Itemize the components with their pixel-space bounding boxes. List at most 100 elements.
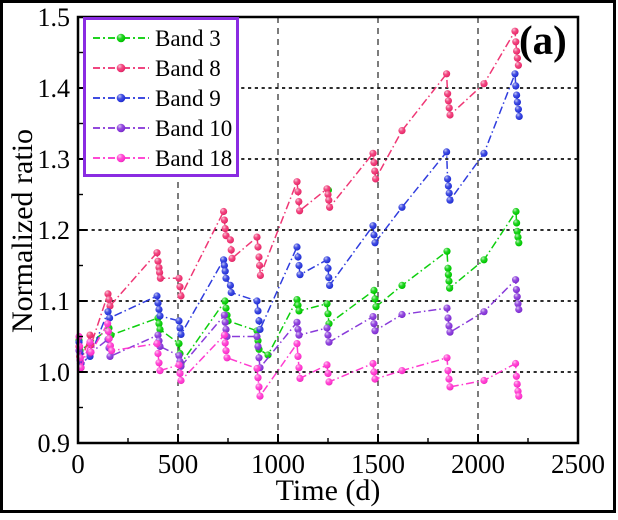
data-point [226, 236, 234, 244]
data-point [256, 261, 264, 270]
data-point [515, 239, 523, 247]
y-axis-title: Normalized ratio [6, 128, 39, 334]
data-point [398, 203, 406, 211]
data-point [296, 207, 304, 215]
data-point [254, 307, 262, 315]
data-point [294, 352, 302, 360]
data-point [372, 175, 380, 183]
data-point [253, 297, 261, 305]
data-point [153, 340, 161, 348]
data-point [444, 367, 452, 375]
data-point [177, 330, 185, 338]
y-tick-label-1.3: 1.3 [38, 145, 71, 174]
data-point [444, 97, 452, 105]
data-point [371, 295, 379, 303]
data-point [156, 269, 164, 277]
data-point [154, 331, 162, 339]
data-point [293, 243, 301, 251]
data-point [175, 317, 183, 325]
data-point [513, 54, 522, 62]
data-point [369, 359, 377, 368]
data-point [511, 359, 520, 368]
data-point [222, 304, 230, 312]
data-point [326, 281, 334, 289]
data-point [325, 196, 333, 204]
legend-line-marker-icon [93, 63, 149, 73]
data-point [512, 82, 520, 90]
x-tick-label-1500: 1500 [351, 449, 405, 479]
data-point [446, 328, 454, 336]
data-point [106, 352, 114, 360]
data-point [444, 90, 452, 98]
data-point [154, 349, 162, 358]
data-point [511, 27, 519, 35]
data-point [513, 293, 521, 301]
y-tick-label-1.4: 1.4 [38, 74, 71, 103]
data-point [227, 288, 235, 297]
data-point [370, 286, 378, 294]
data-point [295, 364, 303, 372]
data-point [480, 149, 488, 157]
data-point [324, 369, 332, 377]
data-point [254, 374, 262, 382]
data-point [514, 61, 523, 69]
data-point [480, 308, 488, 316]
data-point [445, 189, 453, 197]
data-point [445, 104, 453, 112]
data-point [104, 290, 112, 298]
data-point [156, 312, 164, 320]
data-point [253, 233, 261, 241]
data-point [293, 340, 301, 348]
x-tick-label-2500: 2500 [551, 449, 605, 479]
data-point [255, 253, 263, 261]
series-band-18 [75, 320, 523, 400]
data-point [443, 354, 451, 362]
data-point [221, 267, 229, 275]
data-point [515, 112, 523, 120]
data-point [296, 374, 304, 382]
legend-label: Band 3 [155, 25, 221, 51]
data-point [446, 284, 454, 292]
data-point [153, 249, 161, 257]
data-point [324, 264, 332, 272]
data-point [86, 338, 94, 346]
data-point [294, 188, 302, 196]
legend-label: Band 10 [155, 115, 233, 141]
data-point [220, 256, 228, 264]
data-point [513, 91, 521, 99]
legend-line-marker-icon [93, 93, 149, 103]
y-tick-label-1: 1.0 [38, 358, 71, 387]
data-point [323, 324, 331, 332]
data-point [443, 304, 451, 312]
data-point [293, 318, 301, 326]
data-point [153, 292, 161, 300]
data-point [513, 47, 521, 55]
data-point [515, 392, 523, 400]
legend-line-marker-icon [93, 123, 149, 133]
data-point [323, 256, 331, 264]
data-point [294, 325, 302, 333]
data-point [220, 207, 228, 216]
data-point [398, 127, 406, 135]
y-tick-label-1.1: 1.1 [38, 287, 71, 316]
data-point [324, 331, 332, 339]
data-point [370, 159, 378, 167]
data-point [253, 364, 261, 373]
data-point [104, 320, 112, 328]
data-point [446, 383, 454, 391]
data-point [221, 297, 229, 305]
x-tick-label-0: 0 [71, 449, 85, 479]
data-point [253, 332, 261, 341]
data-point [324, 310, 332, 318]
data-point [325, 274, 333, 282]
data-point [398, 281, 406, 289]
data-point [326, 203, 334, 211]
data-point [108, 347, 116, 355]
data-point [511, 276, 520, 284]
data-point [513, 227, 521, 235]
data-point [480, 256, 488, 264]
data-point [371, 375, 379, 383]
data-point [176, 283, 184, 291]
data-point [443, 70, 451, 78]
data-point [512, 38, 520, 46]
